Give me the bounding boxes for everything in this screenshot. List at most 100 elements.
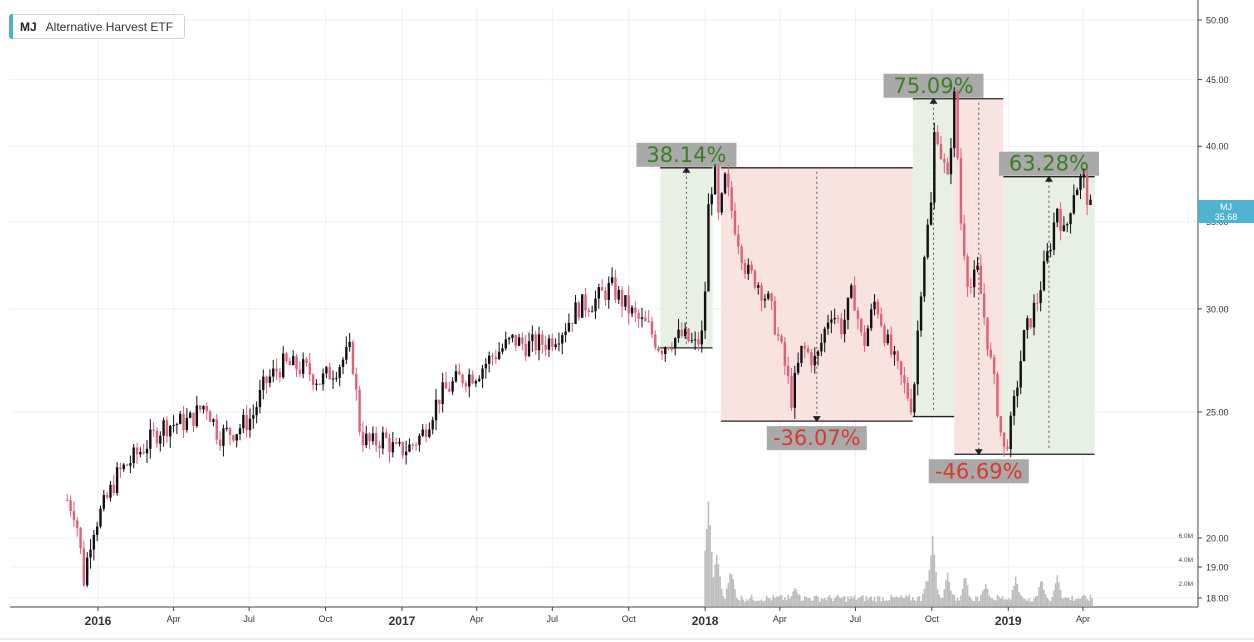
volume-bar xyxy=(795,589,798,606)
candle-body xyxy=(398,441,401,444)
candle-up xyxy=(800,345,803,367)
candle-body xyxy=(604,290,607,300)
candle-body xyxy=(454,371,458,382)
volume-bar xyxy=(729,573,731,606)
candle-down xyxy=(69,495,72,517)
candle-down xyxy=(982,283,986,325)
candle-up xyxy=(225,420,228,432)
candle-up xyxy=(846,297,850,330)
volume-bar xyxy=(901,597,904,606)
candle-body xyxy=(205,405,208,412)
volume-bar xyxy=(750,594,753,606)
measurements: 38.14% -36.07% 75.09% -46.69% 63.28% xyxy=(636,73,1099,484)
candle-body xyxy=(933,132,936,203)
volume-tick-label: 4.0M xyxy=(1179,557,1193,564)
volume-bar xyxy=(732,579,735,606)
volume-bar xyxy=(765,595,768,606)
volume-bar xyxy=(1059,590,1062,606)
volume-bar xyxy=(774,597,776,606)
candle-body xyxy=(388,437,391,453)
candle-down xyxy=(840,312,843,339)
candle-down xyxy=(544,335,547,357)
candle-body xyxy=(830,319,833,323)
candle-body xyxy=(1056,208,1059,223)
candle-body xyxy=(361,431,365,446)
volume-bar xyxy=(735,597,738,606)
volume-bar xyxy=(981,591,984,606)
candle-down xyxy=(308,352,311,382)
measure-label-bg xyxy=(636,142,737,167)
candle-up xyxy=(554,338,557,350)
candle-down xyxy=(245,404,248,438)
candle-body xyxy=(451,381,454,392)
y-tick-label: 20.00 xyxy=(1206,534,1229,544)
candle-body xyxy=(444,382,448,389)
volume-bar xyxy=(923,588,926,606)
candle-up xyxy=(561,332,564,355)
candle-body xyxy=(674,338,677,349)
candle-up xyxy=(291,350,295,366)
candle-down xyxy=(614,269,617,303)
candle-body xyxy=(305,359,308,363)
volume-bar xyxy=(790,595,793,606)
volume-bar xyxy=(993,599,995,606)
volume-bar xyxy=(930,555,932,606)
candle-body xyxy=(438,399,441,404)
volume-bar xyxy=(755,600,758,606)
candle-up xyxy=(833,308,836,325)
candle-up xyxy=(594,290,597,320)
candle-up xyxy=(381,426,385,455)
volume-bar xyxy=(745,599,748,606)
volume-bar xyxy=(780,594,783,606)
volume-bar xyxy=(1051,597,1054,606)
candle-down xyxy=(946,157,949,175)
candle-body xyxy=(793,372,797,408)
candle-up xyxy=(640,307,644,328)
candle-down xyxy=(298,361,302,378)
candle-down xyxy=(66,493,69,502)
candle-up xyxy=(767,291,770,301)
volume-bar xyxy=(1023,598,1025,606)
volume-bar xyxy=(1081,595,1083,606)
volume-bar xyxy=(1026,600,1029,606)
measure-label: -46.69% xyxy=(935,459,1023,483)
candle-up xyxy=(747,258,750,280)
candle-body xyxy=(298,369,302,374)
volume-bar xyxy=(1016,584,1019,606)
volume-bar xyxy=(890,594,892,606)
candle-down xyxy=(717,163,720,221)
candle-body xyxy=(86,557,89,586)
candle-down xyxy=(375,427,378,452)
candle-body xyxy=(328,366,331,380)
candle-up xyxy=(248,408,252,438)
candle-body xyxy=(92,534,96,550)
candle-down xyxy=(740,244,743,270)
candle-up xyxy=(1026,315,1029,339)
candle-down xyxy=(135,442,139,465)
candle-body xyxy=(468,374,471,387)
volume-bar xyxy=(789,598,791,606)
candle-body xyxy=(541,334,544,345)
candle-body xyxy=(866,328,870,346)
candle-up xyxy=(481,364,484,389)
candle-body xyxy=(414,444,418,446)
candle-down xyxy=(288,357,292,366)
candle-body xyxy=(487,355,491,364)
candle-down xyxy=(906,377,909,402)
candle-up xyxy=(1052,212,1056,256)
x-tick-label: Oct xyxy=(622,614,637,624)
candle-down xyxy=(551,333,554,352)
candle-down xyxy=(992,354,996,385)
volume-bar xyxy=(946,572,949,606)
symbol-legend[interactable]: MJ Alternative Harvest ETF xyxy=(9,14,185,39)
legend-name: Alternative Harvest ETF xyxy=(45,19,174,34)
candle-body xyxy=(976,265,979,270)
volume-bar xyxy=(749,598,751,606)
candle-up xyxy=(703,281,707,339)
candle-down xyxy=(275,358,278,381)
volume-bar xyxy=(911,597,914,606)
candle-body xyxy=(112,484,115,494)
volume-bar xyxy=(978,601,980,606)
volume-bar xyxy=(1073,600,1075,606)
